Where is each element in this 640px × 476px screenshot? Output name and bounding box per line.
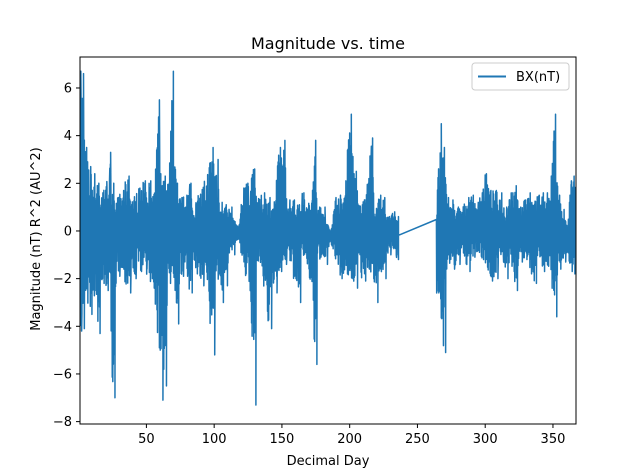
x-tick-label: 250 — [405, 432, 430, 447]
x-tick-label: 100 — [202, 432, 227, 447]
chart-title: Magnitude vs. time — [251, 34, 405, 53]
y-tick-label: 6 — [64, 81, 72, 96]
y-tick-label: −2 — [53, 272, 72, 287]
axes-frame — [79, 56, 577, 425]
x-axis-ticks: 50 100 150 200 250 300 350 — [138, 424, 565, 447]
y-tick-label: 2 — [64, 177, 72, 192]
legend-frame — [471, 62, 570, 91]
y-axis-label: Magnitude (nT) R^2 (AU^2) — [29, 147, 44, 331]
x-tick-label: 150 — [270, 432, 295, 447]
plot-area — [79, 56, 577, 425]
y-axis-ticks: −8 −6 −4 −2 0 2 4 6 — [53, 81, 80, 430]
x-axis-label: Decimal Day — [287, 454, 370, 469]
x-tick-label: 50 — [138, 432, 155, 447]
y-tick-label: 0 — [64, 224, 72, 239]
legend: BX(nT) — [471, 62, 570, 91]
x-tick-label: 350 — [541, 432, 566, 447]
series-line-0 — [80, 70, 576, 406]
x-tick-label: 300 — [473, 432, 498, 447]
y-tick-label: −6 — [53, 367, 72, 382]
legend-label-bx: BX(nT) — [516, 70, 560, 85]
x-tick-label: 200 — [337, 432, 362, 447]
y-tick-label: 4 — [64, 129, 72, 144]
y-tick-label: −4 — [53, 320, 72, 335]
y-tick-label: −8 — [53, 415, 72, 430]
